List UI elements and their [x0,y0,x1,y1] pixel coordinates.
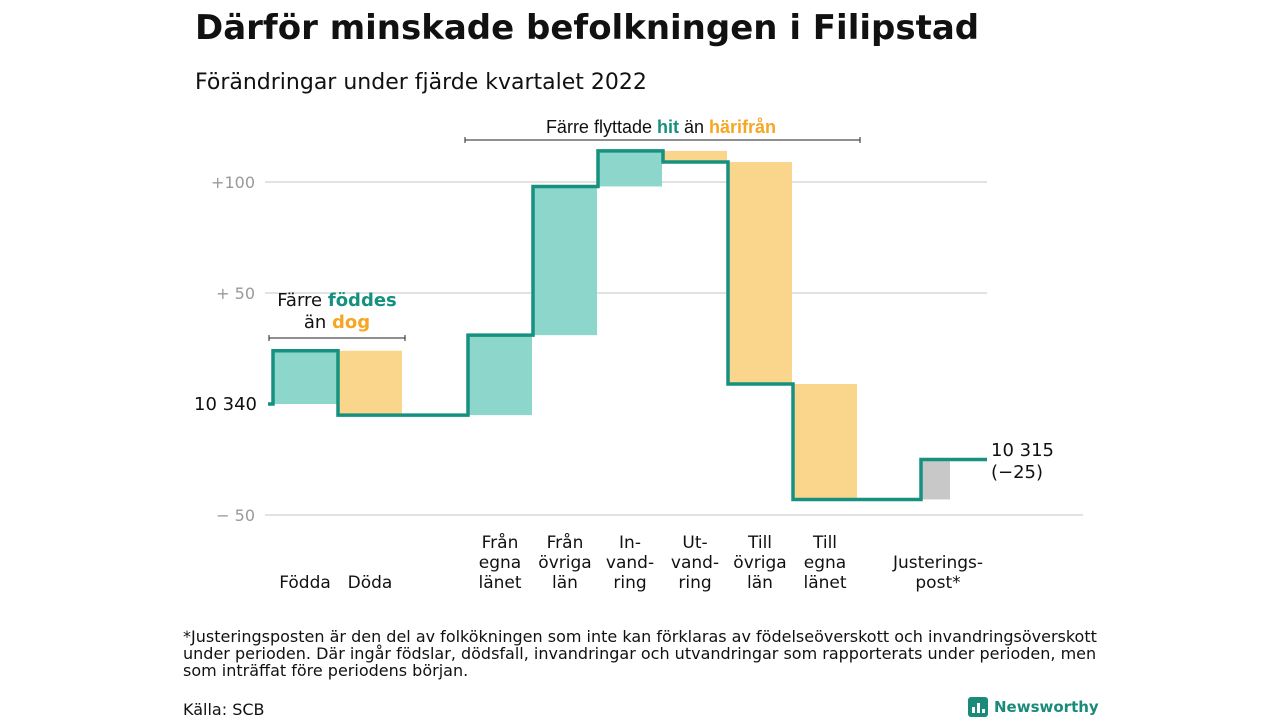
bar [533,186,597,336]
chart-title: Därför minskade befolkningen i Filipstad [195,8,980,48]
brand-logo: Newsworthy [968,697,1099,717]
end-change-label: (−25) [991,462,1043,483]
category-label: län [552,573,578,593]
category-label: vand- [606,553,654,573]
bar [273,350,337,404]
category-label: Justerings- [892,553,983,573]
category-label: Från [482,532,519,553]
category-label: Döda [348,573,393,593]
migration-annotation: Färre flyttade hit än härifrån [546,117,776,137]
bar [793,384,857,500]
category-label: län [747,573,773,593]
y-tick-label: + 50 [216,284,255,303]
births-deaths-annotation: än dog [304,312,370,333]
category-label: egna [479,553,521,573]
running-total-line [268,149,987,502]
births-deaths-annotation: Färre föddes [277,290,397,311]
footnote: *Justeringsposten är den del av folkökni… [183,627,1097,680]
category-label: Till [747,533,772,553]
category-label: Ut- [682,533,707,553]
category-label: övriga [538,553,591,573]
bar-chart-icon [968,697,988,717]
category-label: egna [804,553,846,573]
category-label: Från [547,532,584,553]
start-value-label: 10 340 [194,394,257,415]
category-label: Till [812,533,837,553]
bar [728,162,792,385]
category-label: övriga [733,553,786,573]
category-label: ring [678,573,711,593]
category-label: ring [613,573,646,593]
end-value-label: 10 315 [991,440,1054,461]
source-note: Källa: SCB [183,700,265,719]
bar [338,350,402,416]
y-tick-label: − 50 [216,506,255,525]
bar [598,150,662,187]
category-label: vand- [671,553,719,573]
y-tick-label: +100 [211,173,255,192]
category-label: länet [803,573,846,593]
chart-subtitle: Förändringar under fjärde kvartalet 2022 [195,70,647,95]
bar [921,459,950,500]
brand-name: Newsworthy [994,698,1099,716]
category-label: post* [915,573,960,593]
category-label: länet [478,573,521,593]
bar [468,335,532,416]
category-label: In- [619,533,641,553]
bar [663,150,727,163]
category-label: Födda [279,573,331,593]
